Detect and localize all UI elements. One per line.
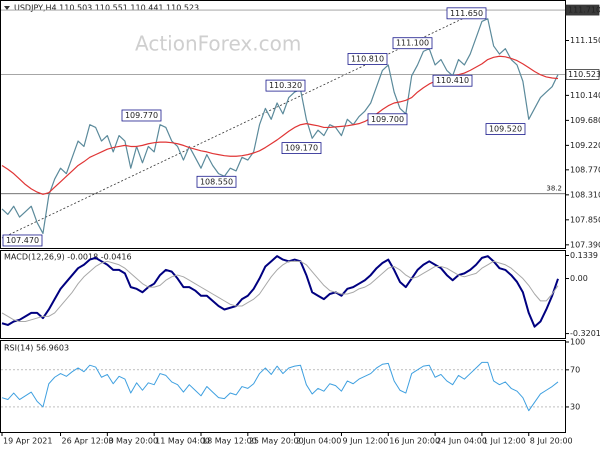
- x-tick-label: 18 May 12:00: [202, 437, 257, 446]
- y-tick-label: 108.770: [570, 165, 600, 174]
- watermark: ActionForex.com: [135, 32, 301, 56]
- price-line-box: [565, 4, 600, 16]
- x-tick-label: 24 Jun 04:00: [436, 437, 487, 446]
- rsi-panel: [0, 340, 566, 433]
- price-label: 110.410: [436, 76, 469, 85]
- price-label: 111.100: [396, 39, 429, 48]
- y-tick-label: 111.150: [570, 36, 600, 45]
- price-panel: [0, 0, 566, 249]
- price-label: 109.770: [125, 111, 158, 120]
- fib-label: 38.2: [546, 185, 562, 193]
- price-line-label: 110.523: [568, 70, 600, 79]
- price-label: 110.810: [351, 54, 384, 63]
- price-label: 109.700: [371, 115, 404, 124]
- x-tick-label: 16 Jun 20:00: [389, 437, 440, 446]
- x-tick-label: 1 Jul 12:00: [483, 437, 526, 446]
- series-line: [1, 260, 559, 323]
- macd-panel: [0, 250, 566, 339]
- y-tick-label: 109.220: [570, 141, 600, 150]
- series-line: [1, 361, 559, 412]
- x-tick-label: 2 Jun 04:00: [296, 437, 342, 446]
- price-label: 107.470: [6, 236, 39, 245]
- y-tick-label: 110.140: [570, 91, 600, 100]
- price-label-box: [392, 37, 433, 50]
- x-tick-label: 25 May 20:00: [249, 437, 304, 446]
- x-tick-label: 26 Apr 12:00: [62, 437, 114, 446]
- price-label: 111.650: [450, 9, 483, 18]
- x-tick-label: 9 Jun 12:00: [342, 437, 388, 446]
- x-tick-label: 19 Apr 2021: [3, 437, 52, 446]
- y-tick-label: 0.1339: [570, 251, 598, 260]
- price-label-box: [121, 109, 162, 122]
- price-label-box: [196, 175, 237, 188]
- y-tick-label: 70: [570, 365, 580, 374]
- series-line: [1, 18, 559, 235]
- price-label: 110.320: [269, 81, 302, 90]
- x-tick-label: 3 May 20:00: [108, 437, 158, 446]
- price-label-box: [367, 113, 408, 126]
- y-tick-label: 100: [570, 338, 585, 347]
- price-label-box: [347, 53, 388, 65]
- menu-arrow: [4, 6, 10, 10]
- chart-title: USDJPY,H4 110.503 110.551 110.441 110.52…: [14, 4, 199, 13]
- y-tick-label: 107.390: [570, 240, 600, 249]
- price-label-box: [281, 142, 322, 154]
- series-line: [1, 255, 559, 328]
- price-label: 108.550: [200, 177, 233, 186]
- series-line: [1, 55, 559, 195]
- price-line-label: 111.710: [568, 6, 600, 15]
- price-label: 109.170: [285, 144, 318, 153]
- price-label-box: [432, 74, 473, 87]
- price-label: 109.520: [489, 125, 522, 134]
- y-tick-label: 0.00: [570, 274, 588, 283]
- y-tick-label: 108.310: [570, 190, 600, 199]
- price-label-box: [2, 234, 43, 247]
- rsi-title: RSI(14) 56.9603: [4, 344, 69, 353]
- price-line-box: [565, 69, 600, 80]
- x-tick-label: 11 May 04:00: [155, 437, 210, 446]
- y-tick-label: 30: [570, 402, 580, 411]
- price-label-box: [485, 123, 526, 135]
- y-tick-label: 107.850: [570, 215, 600, 224]
- macd-title: MACD(12,26,9) -0.0018 -0.0416: [4, 253, 132, 262]
- price-label-box: [265, 79, 306, 92]
- price-label-box: [446, 7, 487, 20]
- y-tick-label: -0.3201: [570, 329, 600, 338]
- x-tick-label: 8 Jul 20:00: [530, 437, 573, 446]
- y-tick-label: 109.680: [570, 116, 600, 125]
